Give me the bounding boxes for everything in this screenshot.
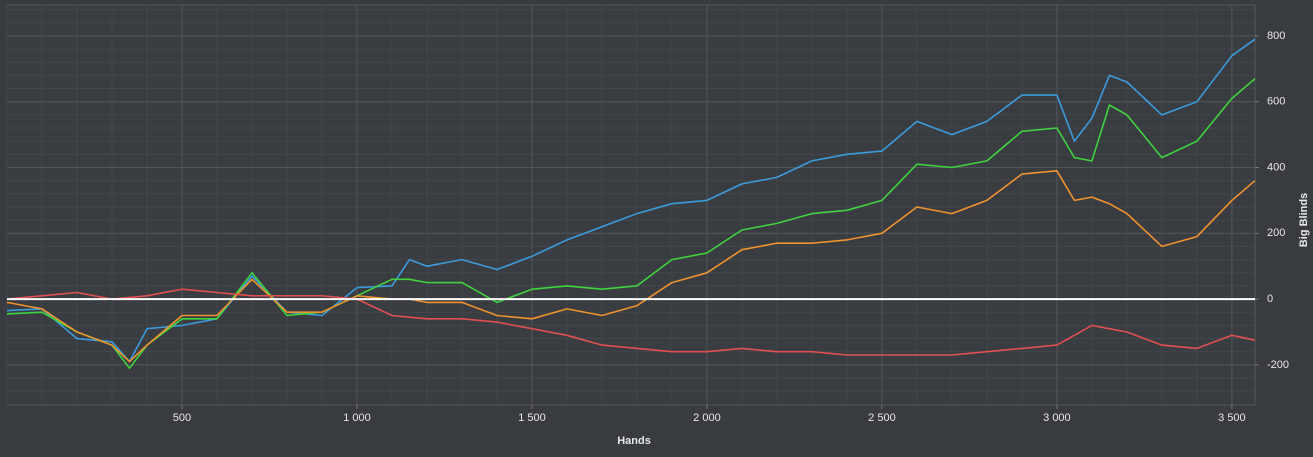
x-tick-label: 1 000 [343,412,371,424]
plot-area [6,4,1256,406]
x-tick-label: 2 500 [868,412,896,424]
y-tick-label: -200 [1267,359,1289,371]
series-line [6,78,1256,370]
y-tick-label: 800 [1267,30,1285,42]
series-line [6,288,1256,356]
y-tick-label: 600 [1267,96,1285,108]
x-tick-label: 3 500 [1218,412,1246,424]
y-tick-label: 0 [1267,293,1273,305]
x-tick-label: 500 [173,412,191,424]
x-tick-label: 1 500 [518,412,546,424]
y-tick-label: 200 [1267,227,1285,239]
x-tick-label: 3 000 [1043,412,1071,424]
series-line [6,170,1256,363]
x-axis-title: Hands [617,435,651,447]
series-line [6,38,1256,363]
y-axis-title: Big Blinds [1298,193,1310,247]
y-tick-label: 400 [1267,161,1285,173]
x-tick-label: 2 000 [693,412,721,424]
